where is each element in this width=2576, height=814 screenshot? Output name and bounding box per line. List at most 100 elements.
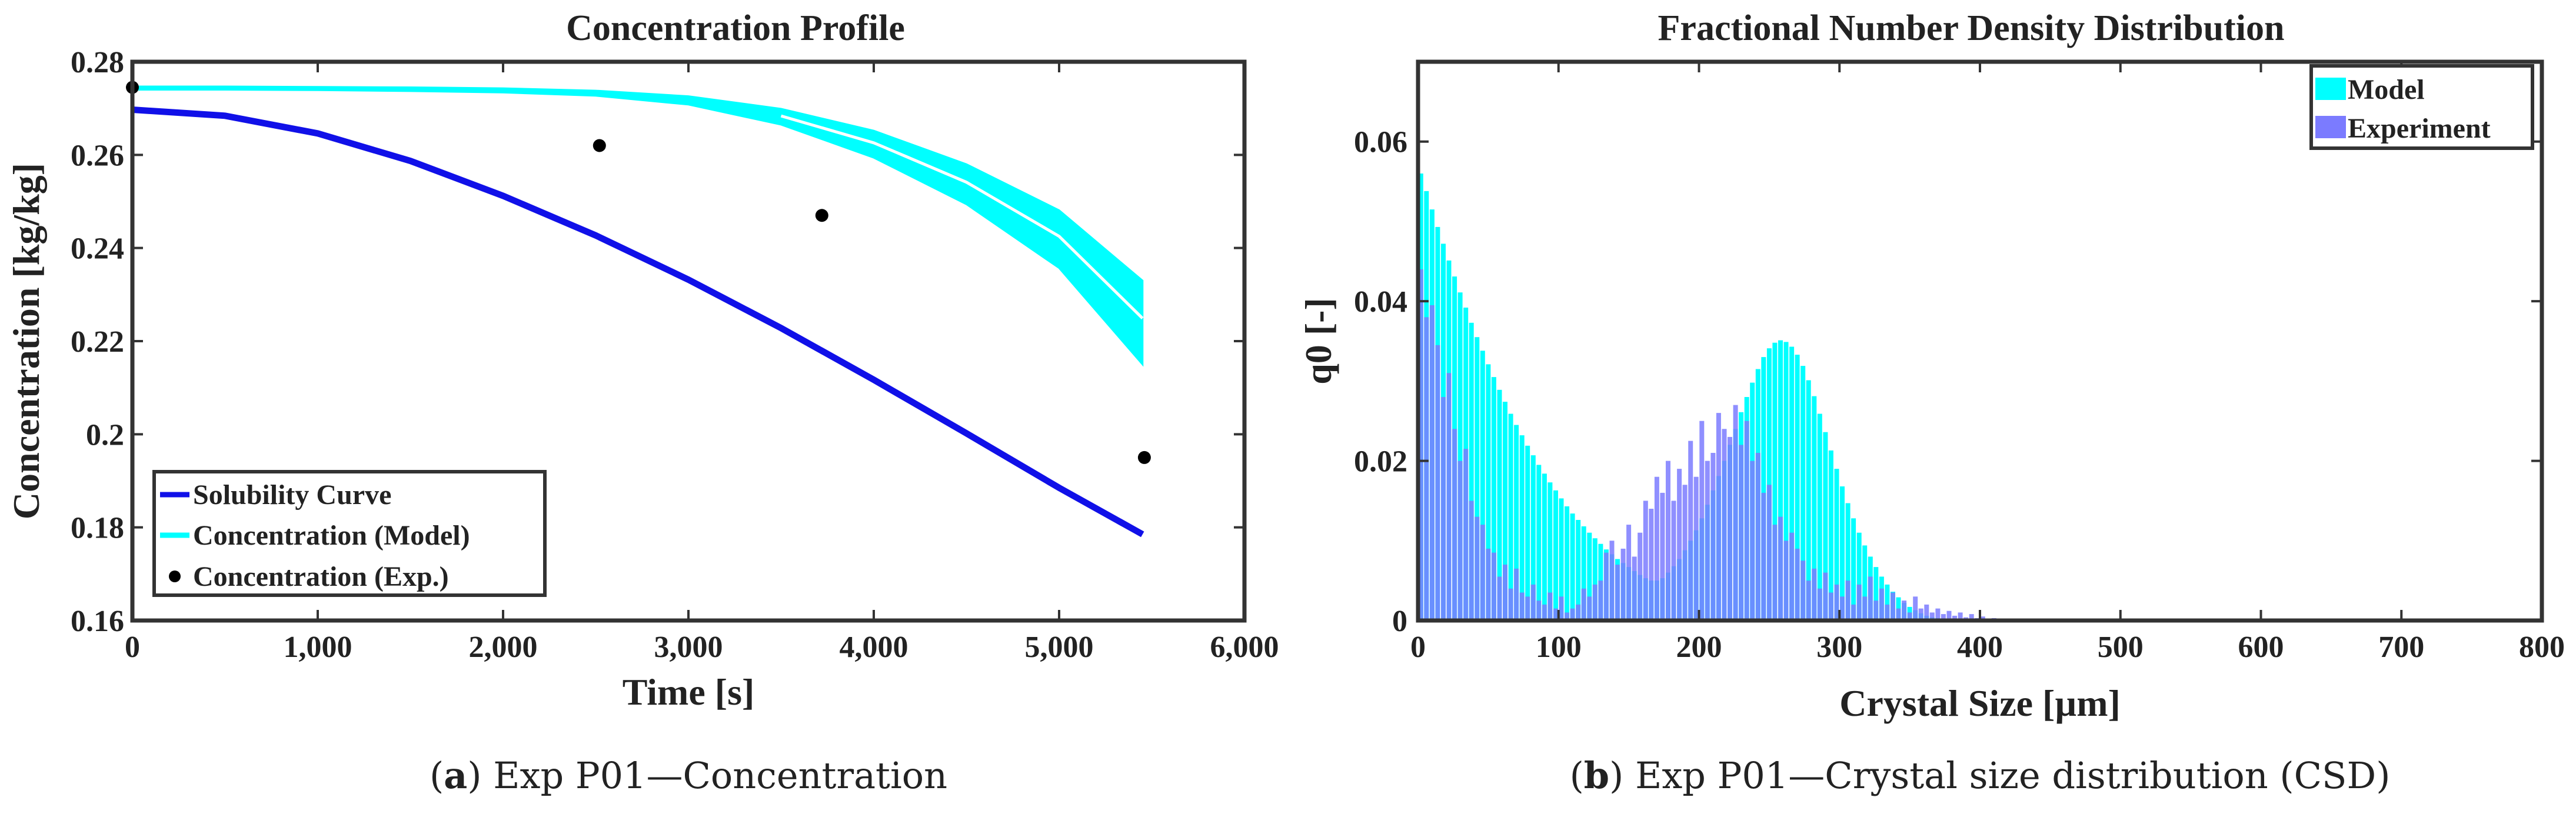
experiment-bar: [1766, 485, 1772, 620]
experiment-bar: [1615, 565, 1620, 620]
model-bar: [1497, 389, 1502, 620]
experiment-bar: [1800, 561, 1806, 620]
experiment-bar: [1873, 601, 1879, 620]
legend-label-model: Concentration (Model): [193, 520, 470, 551]
experiment-bar: [1559, 596, 1564, 620]
chart-a-title: Concentration Profile: [566, 8, 905, 48]
model-bar: [1530, 455, 1536, 620]
model-bar: [1542, 473, 1547, 620]
experiment-bar: [1530, 584, 1536, 620]
experiment-bar: [1475, 516, 1480, 620]
legend-swatch-experiment: [169, 571, 181, 582]
experiment-bar: [1778, 516, 1783, 620]
model-bar: [1475, 337, 1480, 620]
model-bar: [1845, 503, 1851, 620]
model-bar: [1840, 486, 1845, 620]
experiment-bar: [1761, 492, 1766, 620]
experiment-bar: [1570, 608, 1575, 620]
experiment-bar: [1902, 601, 1907, 620]
legend-swatch-model-bars: [2315, 78, 2346, 100]
model-bar: [1503, 402, 1507, 620]
caption-b-label: b: [1584, 754, 1609, 797]
x-tick-label: 800: [2519, 630, 2565, 664]
chart-a-legend: Solubility Curve Concentration (Model) C…: [152, 470, 547, 597]
model-bar: [1587, 532, 1592, 620]
model-bar: [1828, 450, 1833, 620]
model-bar: [1806, 380, 1811, 620]
experiment-bar: [1935, 608, 1941, 620]
chart-b-x-axis-label: Crystal Size [µm]: [1839, 682, 2121, 724]
experiment-bar: [1896, 608, 1901, 620]
experiment-bar: [1817, 588, 1822, 620]
experiment-bar: [1497, 576, 1502, 620]
experiment-bar: [1795, 548, 1800, 620]
x-tick-label: 200: [1676, 630, 1722, 664]
chart-a-y-axis-label: Concentration [kg/kg]: [5, 163, 47, 519]
model-concentration-band: [131, 85, 1144, 367]
experiment-bar: [1862, 596, 1868, 620]
legend-swatch-experiment-bars: [2315, 116, 2346, 138]
experiment-bar: [1525, 596, 1530, 620]
experiment-bar: [1913, 596, 1918, 620]
experiment-bar: [1671, 501, 1676, 620]
legend-label-experiment-bars: Experiment: [2348, 113, 2491, 144]
experiment-bar: [1632, 556, 1637, 620]
experiment-bar: [1783, 541, 1789, 620]
experiment-bar: [1918, 608, 1923, 620]
experiment-bar: [1705, 461, 1710, 620]
y-tick-label: 0.16: [71, 605, 124, 638]
model-bar: [1565, 506, 1570, 620]
model-bar: [1834, 469, 1839, 620]
experiment-bar: [1739, 445, 1744, 620]
model-bar: [1547, 482, 1553, 620]
model-bar: [1553, 490, 1558, 620]
caption-a-text: Exp P01—Concentration: [493, 754, 947, 797]
model-bar: [1800, 366, 1806, 620]
model-bar: [1795, 355, 1800, 620]
model-bar: [1873, 567, 1879, 620]
model-bar: [1823, 432, 1828, 620]
model-bar: [1570, 513, 1575, 620]
experiment-bar: [1457, 461, 1463, 620]
model-bar: [1536, 465, 1542, 620]
model-bar: [1480, 351, 1485, 620]
y-tick-label: 0.22: [71, 325, 124, 359]
model-bar: [1856, 532, 1862, 620]
experiment-bar: [1469, 501, 1474, 620]
y-tick-label: 0.24: [71, 232, 124, 266]
chart-a-x-axis-label: Time [s]: [623, 671, 755, 713]
experiment-bar: [1638, 532, 1643, 620]
experiment-bar: [1946, 610, 1952, 620]
experiment-bar: [1542, 604, 1547, 620]
x-tick-label: 500: [2098, 630, 2144, 664]
x-tick-label: 700: [2378, 630, 2424, 664]
x-tick-label: 600: [2238, 630, 2284, 664]
model-bar: [1766, 348, 1772, 620]
caption-b-text: Exp P01—Crystal size distribution (CSD): [1635, 754, 2390, 797]
experiment-point: [593, 139, 606, 152]
y-tick-label: 0.04: [1354, 285, 1407, 319]
y-tick-label: 0.06: [1354, 126, 1407, 159]
experiment-bar: [1856, 584, 1862, 620]
experiment-bar: [1609, 541, 1615, 620]
experiment-bar: [1885, 604, 1890, 620]
experiment-bar: [1491, 552, 1496, 620]
model-bar: [1862, 545, 1868, 620]
experiment-bar: [1958, 612, 1963, 620]
caption-a: (a) Exp P01—Concentration: [430, 754, 947, 797]
x-tick-label: 0: [125, 630, 140, 664]
experiment-bar: [1722, 429, 1727, 620]
experiment-bar: [1620, 548, 1626, 620]
experiment-bar: [1845, 581, 1851, 620]
x-tick-label: 100: [1536, 630, 1582, 664]
experiment-bar: [1536, 601, 1542, 620]
experiment-bar: [1626, 525, 1632, 620]
experiment-bar: [1907, 612, 1912, 620]
model-bar: [1812, 396, 1817, 620]
x-tick-label: 1,000: [284, 630, 352, 664]
x-tick-label: 300: [1816, 630, 1862, 664]
experiment-bar: [1480, 525, 1485, 620]
panel-b: Fractional Number Density Distribution 0…: [1297, 8, 2565, 724]
model-bar: [1817, 413, 1822, 620]
